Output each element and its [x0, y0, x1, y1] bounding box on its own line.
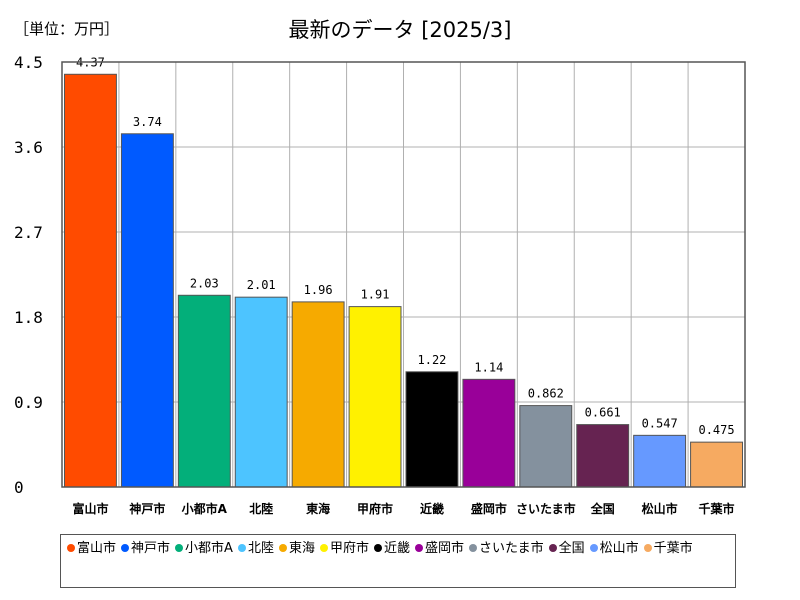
data-label: 1.22	[418, 353, 447, 367]
legend-label: 近畿	[383, 541, 410, 556]
data-label-bg	[186, 275, 223, 291]
legend-swatch	[175, 544, 184, 552]
legend-item: 近畿	[373, 539, 410, 559]
legend-label: 富山市	[77, 541, 117, 556]
data-label-bg	[413, 351, 451, 367]
legend-label: 北陸	[247, 541, 274, 556]
legend-swatch	[237, 544, 246, 552]
chart-title: 最新のデータ [2025/3]	[288, 18, 512, 42]
bar	[120, 133, 174, 488]
legend-item: 東海	[278, 539, 315, 559]
x-tick-label: さいたま市	[516, 501, 576, 516]
legend-swatch	[319, 544, 328, 552]
data-label-bg	[470, 359, 508, 375]
x-tick-label: 甲府市	[357, 501, 393, 516]
data-label-bg	[523, 385, 568, 401]
y-tick-label: 4.5	[14, 53, 43, 72]
legend-swatch	[121, 544, 130, 552]
legend-swatch	[415, 544, 423, 552]
data-label: 1.96	[304, 283, 333, 297]
bar	[633, 434, 687, 488]
bar-chart: 00.91.82.73.64.5 4.37富山市3.74神戸市2.03小都市A2.…	[14, 53, 746, 516]
legend-item: 小都市A	[175, 539, 233, 559]
legend-swatch	[67, 544, 75, 552]
y-tick-label: 0	[14, 478, 24, 497]
y-tick-label: 0.9	[14, 393, 43, 412]
legend-label: 松山市	[599, 541, 639, 556]
bar	[462, 378, 516, 488]
legend: 富山市 神戸市 小都市A 北陸 東海 甲府市 近畿 盛岡市 さいたま市 全国 松山市 千葉市	[60, 534, 736, 588]
legend-item: 神戸市	[121, 539, 170, 559]
bar	[234, 296, 288, 488]
data-label: 0.661	[585, 406, 621, 420]
x-tick-label: 松山市	[642, 501, 678, 516]
legend-label: 東海	[288, 541, 315, 556]
x-tick-label: 神戸市	[129, 501, 165, 516]
data-label: 1.91	[361, 288, 390, 302]
x-tick-label: 盛岡市	[471, 501, 507, 516]
legend-item: さいたま市	[469, 539, 544, 559]
data-label: 2.01	[247, 278, 276, 292]
data-label: 2.03	[190, 276, 219, 290]
y-tick-label: 1.8	[14, 308, 43, 327]
legend-item: 甲府市	[319, 539, 369, 559]
legend-label: 神戸市	[131, 541, 171, 556]
x-tick-label: 北陸	[249, 501, 273, 516]
legend-label: 盛岡市	[425, 541, 465, 556]
x-tick-label: 東海	[306, 501, 330, 516]
data-label: 3.74	[133, 115, 162, 129]
legend-swatch	[469, 544, 478, 552]
bar	[690, 441, 743, 488]
y-tick-label: 2.7	[14, 223, 43, 242]
bar	[405, 371, 459, 488]
data-label-bg	[637, 415, 682, 431]
legend-label: 全国	[558, 541, 585, 556]
data-label-bg	[356, 286, 394, 302]
legend-label: 千葉市	[653, 541, 693, 556]
bar	[348, 306, 402, 488]
x-tick-label: 富山市	[72, 501, 108, 516]
data-label-bg	[580, 404, 625, 420]
plot-border	[61, 61, 746, 488]
legend-item: 富山市	[67, 539, 116, 559]
legend-item: 全国	[548, 539, 585, 559]
x-tick-label: 小都市A	[182, 501, 228, 516]
y-tick-label: 3.6	[14, 138, 43, 157]
data-label: 0.475	[698, 423, 734, 437]
bar	[291, 301, 345, 488]
legend-swatch	[589, 544, 598, 552]
data-label-bg	[299, 281, 337, 297]
data-label-bg	[243, 277, 280, 293]
legend-label: 小都市A	[185, 541, 233, 556]
bar	[576, 424, 630, 488]
data-label: 0.862	[528, 387, 564, 401]
legend-label: さいたま市	[479, 541, 544, 556]
bar	[519, 405, 573, 488]
legend-swatch	[373, 544, 382, 552]
bar	[177, 294, 231, 488]
bar	[64, 73, 117, 488]
legend-item: 千葉市	[643, 539, 693, 559]
legend-item: 松山市	[589, 539, 639, 559]
data-label: 1.14	[474, 360, 503, 374]
legend-swatch	[278, 544, 287, 552]
data-label-bg	[694, 422, 739, 438]
data-label-bg	[129, 113, 166, 129]
unit-label: ［単位：万円］	[14, 20, 120, 38]
x-tick-label: 全国	[590, 501, 615, 516]
legend-swatch	[643, 544, 652, 552]
legend-label: 甲府市	[329, 541, 369, 556]
legend-item: 盛岡市	[415, 539, 464, 559]
legend-item: 北陸	[237, 539, 274, 559]
data-label: 0.547	[642, 416, 678, 430]
legend-swatch	[548, 544, 557, 552]
x-tick-label: 千葉市	[699, 501, 735, 516]
x-tick-label: 近畿	[420, 501, 444, 516]
